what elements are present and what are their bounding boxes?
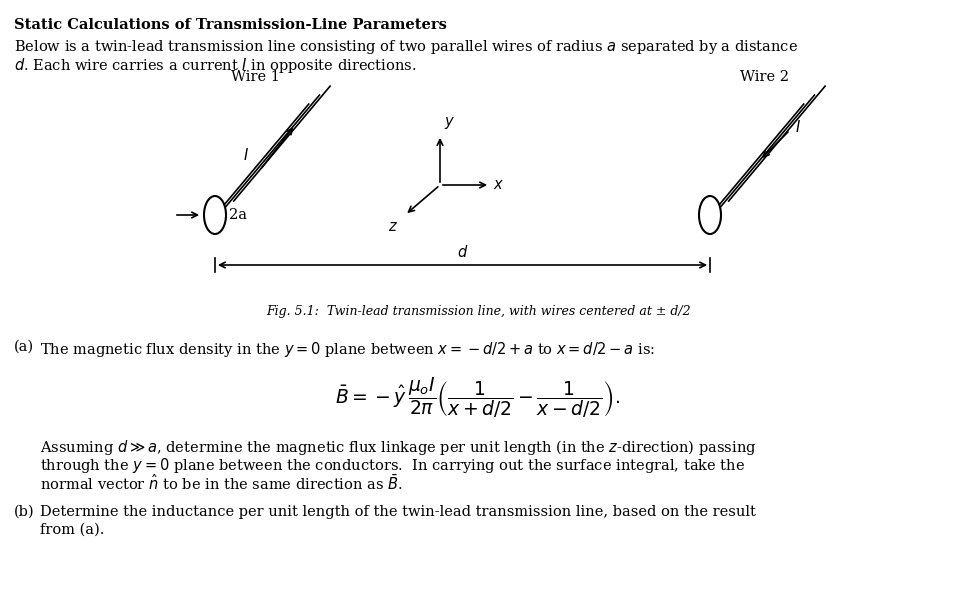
Text: Wire 2: Wire 2 (741, 70, 790, 84)
Text: $y$: $y$ (444, 115, 456, 131)
Text: $I$: $I$ (243, 147, 249, 163)
Text: $x$: $x$ (493, 178, 504, 192)
Text: through the $y = 0$ plane between the conductors.  In carrying out the surface i: through the $y = 0$ plane between the co… (40, 456, 746, 475)
Text: from (a).: from (a). (40, 523, 104, 537)
Text: Determine the inductance per unit length of the twin-lead transmission line, bas: Determine the inductance per unit length… (40, 505, 756, 519)
Text: 2a: 2a (229, 208, 247, 222)
Text: Wire 1: Wire 1 (231, 70, 279, 84)
Text: $d$: $d$ (456, 244, 468, 260)
Text: $d$. Each wire carries a current $I$ in opposite directions.: $d$. Each wire carries a current $I$ in … (14, 56, 416, 75)
Ellipse shape (699, 196, 721, 234)
Text: $\bar{B} = -\hat{y}\,\dfrac{\mu_o I}{2\pi}\left(\dfrac{1}{x+d/2} - \dfrac{1}{x-d: $\bar{B} = -\hat{y}\,\dfrac{\mu_o I}{2\p… (335, 375, 620, 420)
Text: normal vector $\hat{n}$ to be in the same direction as $\bar{B}$.: normal vector $\hat{n}$ to be in the sam… (40, 474, 403, 493)
Text: Assuming $d \gg a$, determine the magnetic flux linkage per unit length (in the : Assuming $d \gg a$, determine the magnet… (40, 438, 757, 457)
Text: Fig. 5.1:  Twin-lead transmission line, with wires centered at ± d/2: Fig. 5.1: Twin-lead transmission line, w… (266, 305, 690, 318)
Text: $I$: $I$ (795, 119, 801, 135)
Text: The magnetic flux density in the $y = 0$ plane between $x = -d/2 + a$ to $x = d/: The magnetic flux density in the $y = 0$… (40, 340, 656, 359)
Text: (b): (b) (14, 505, 34, 519)
Ellipse shape (204, 196, 226, 234)
Text: (a): (a) (14, 340, 34, 354)
Text: Static Calculations of Transmission-Line Parameters: Static Calculations of Transmission-Line… (14, 18, 447, 32)
Text: $z$: $z$ (388, 220, 398, 234)
Text: Below is a twin-lead transmission line consisting of two parallel wires of radiu: Below is a twin-lead transmission line c… (14, 38, 798, 56)
